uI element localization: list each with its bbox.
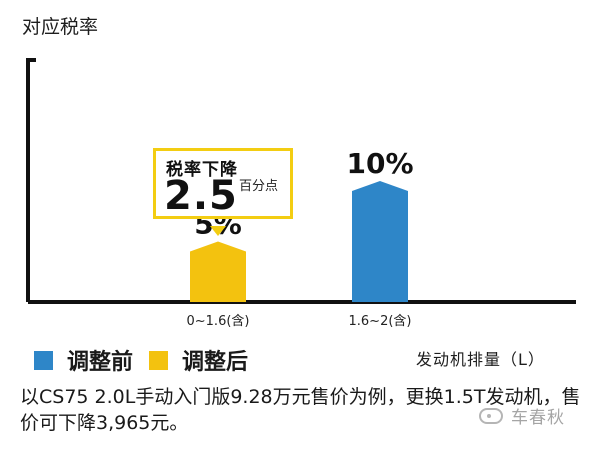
callout-pointer-icon [210, 226, 226, 236]
legend: 调整前 调整后 [34, 342, 264, 378]
callout-title: 税率下降 [166, 160, 238, 180]
watermark-text: 车春秋 [511, 408, 565, 428]
legend-swatch-after [149, 350, 169, 370]
legend-swatch-before [34, 350, 53, 370]
watermark: 车春秋 [479, 403, 565, 428]
legend-label-after: 调整后 [182, 350, 249, 375]
callout-unit: 百分点 [239, 179, 279, 194]
bar-after-0 [190, 241, 246, 302]
data-label-1: 10% [346, 147, 413, 180]
callout-value: 2.5 [164, 173, 238, 219]
x-axis-title: 发动机排量（L） [416, 350, 545, 369]
legend-label-before: 调整前 [67, 350, 134, 375]
x-tick-label-0: 0~1.6(含) [187, 313, 250, 329]
x-tick-label-1: 1.6~2(含) [349, 313, 412, 329]
tax-drop-callout: 税率下降 2.5 百分点 [153, 148, 293, 219]
wechat-icon [479, 407, 503, 424]
bar-before-1 [352, 181, 408, 302]
legend-item-before: 调整前 [34, 344, 133, 376]
example-note: 以CS75 2.0L手动入门版9.28万元售价为例，更换1.5T发动机，售价可下… [20, 386, 581, 434]
legend-item-after: 调整后 [149, 344, 248, 376]
y-axis-title: 对应税率 [22, 16, 99, 38]
